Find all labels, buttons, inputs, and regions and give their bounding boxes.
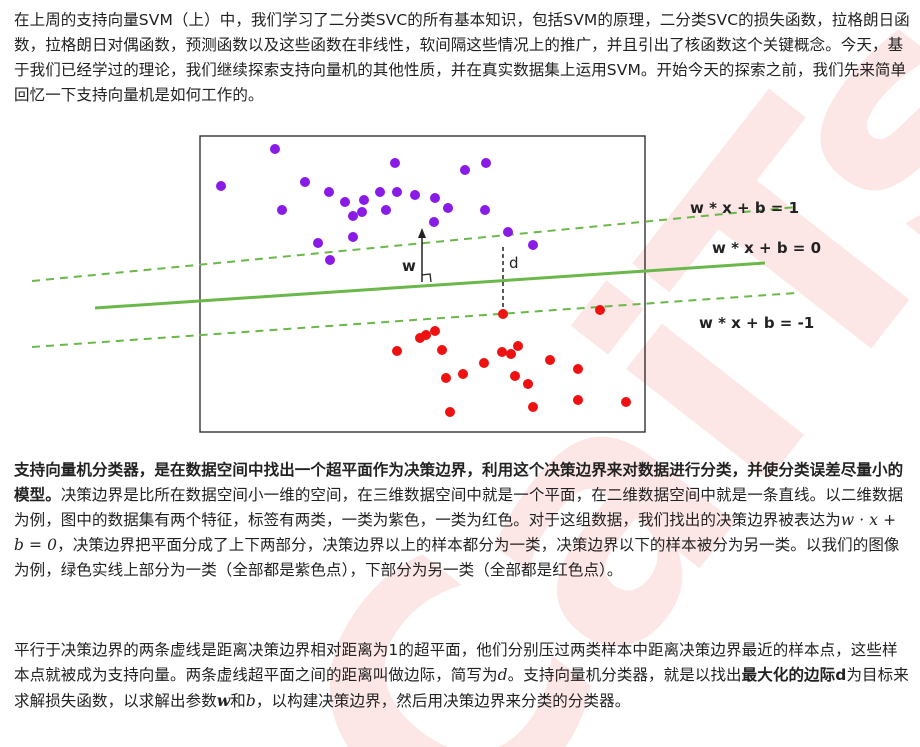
- red-point: [573, 364, 583, 374]
- red-point: [392, 346, 402, 356]
- red-point: [498, 309, 508, 319]
- normal-vector-label: w: [402, 257, 416, 275]
- red-point: [415, 333, 425, 343]
- right-angle-marker: [421, 273, 432, 283]
- red-point: [497, 347, 507, 357]
- intro-text: 在上周的支持向量SVM（上）中，我们学习了二分类SVC的所有基本知识，包括SVM…: [14, 11, 910, 104]
- red-point: [573, 395, 583, 405]
- red-point: [545, 355, 555, 365]
- red-point: [523, 379, 533, 389]
- lower-margin-label: w * x + b = -1: [699, 314, 814, 332]
- purple-point: [460, 165, 470, 175]
- red-point: [437, 345, 447, 355]
- margin-paragraph: 平行于决策边界的两条虚线是距离决策边界相对距离为1的超平面，他们分别压过两类样本…: [14, 638, 910, 714]
- classifier-text-a: 决策边界是比所在数据空间小一维的空间，在三维数据空间中就是一个平面，在二维数据空…: [14, 486, 904, 529]
- purple-point: [375, 187, 385, 197]
- purple-point: [381, 205, 391, 215]
- red-point: [506, 349, 516, 359]
- purple-point: [357, 207, 367, 217]
- lower-margin-line: [31, 292, 797, 348]
- red-point: [458, 369, 468, 379]
- decision-boundary-line: [94, 261, 766, 310]
- purple-point: [348, 211, 358, 221]
- red-point: [479, 358, 489, 368]
- purple-point: [390, 158, 400, 168]
- margin-symbol-d: d: [497, 666, 508, 684]
- purple-point: [277, 205, 287, 215]
- purple-point: [313, 238, 323, 248]
- purple-point: [325, 255, 335, 265]
- svm-figure: d w w * x + b = 1 w * x + b = 0 w * x + …: [0, 120, 920, 440]
- purple-point: [430, 193, 440, 203]
- purple-point: [324, 187, 334, 197]
- red-point: [595, 305, 605, 315]
- purple-point: [528, 240, 538, 250]
- red-point: [510, 371, 520, 381]
- plot-frame: [199, 135, 646, 433]
- classifier-paragraph: 支持向量机分类器，是在数据空间中找出一个超平面作为决策边界，利用这个决策边界来对…: [14, 458, 910, 583]
- purple-point: [270, 144, 280, 154]
- svm-diagram: d w w * x + b = 1 w * x + b = 0 w * x + …: [31, 135, 821, 433]
- intro-paragraph: 在上周的支持向量SVM（上）中，我们学习了二分类SVC的所有基本知识，包括SVM…: [14, 8, 910, 108]
- purple-point: [410, 190, 420, 200]
- red-point: [441, 373, 451, 383]
- margin-text-b: 。支持向量机分类器，就是以找出: [507, 666, 742, 684]
- margin-text-a: 平行于决策边界的两条虚线是距离决策边界相对距离为1的超平面，他们分别压过两类样本…: [14, 641, 898, 684]
- purple-point: [503, 227, 513, 237]
- purple-point: [216, 181, 226, 191]
- upper-margin-line: [31, 206, 797, 282]
- purple-points-group: [216, 144, 538, 265]
- red-point: [528, 402, 538, 412]
- purple-point: [480, 205, 490, 215]
- red-points-group: [392, 305, 631, 417]
- red-point: [430, 326, 440, 336]
- and-text: 和: [230, 692, 246, 710]
- distance-label: d: [509, 254, 519, 272]
- purple-point: [392, 187, 402, 197]
- purple-point: [359, 195, 369, 205]
- purple-point: [300, 177, 310, 187]
- red-point: [513, 341, 523, 351]
- upper-margin-label: w * x + b = 1: [690, 199, 799, 217]
- purple-point: [348, 232, 358, 242]
- param-w: w: [216, 691, 231, 710]
- param-b: b: [245, 692, 256, 710]
- purple-point: [429, 217, 439, 227]
- red-point: [445, 407, 455, 417]
- margin-text-c: 为目标来求解损失函数，以求解出参数: [14, 666, 909, 710]
- purple-point: [443, 203, 453, 213]
- normal-vector-arrowhead: [418, 228, 426, 238]
- boundary-label: w * x + b = 0: [712, 239, 821, 257]
- boundary-formula: w · x + b = 0: [14, 511, 897, 554]
- purple-point: [481, 158, 491, 168]
- classifier-text-b: ，决策边界把平面分成了上下两部分，决策边界以上的样本都分为一类，决策边界以下的样…: [14, 536, 900, 579]
- red-point: [621, 397, 631, 407]
- margin-text-d: ，以构建决策边界，然后用决策边界来分类的分类器。: [255, 692, 631, 710]
- purple-point: [340, 197, 350, 207]
- classifier-definition: 支持向量机分类器，是在数据空间中找出一个超平面作为决策边界，利用这个决策边界来对…: [14, 461, 904, 504]
- max-margin-emphasis: 最大化的边际d: [741, 666, 847, 684]
